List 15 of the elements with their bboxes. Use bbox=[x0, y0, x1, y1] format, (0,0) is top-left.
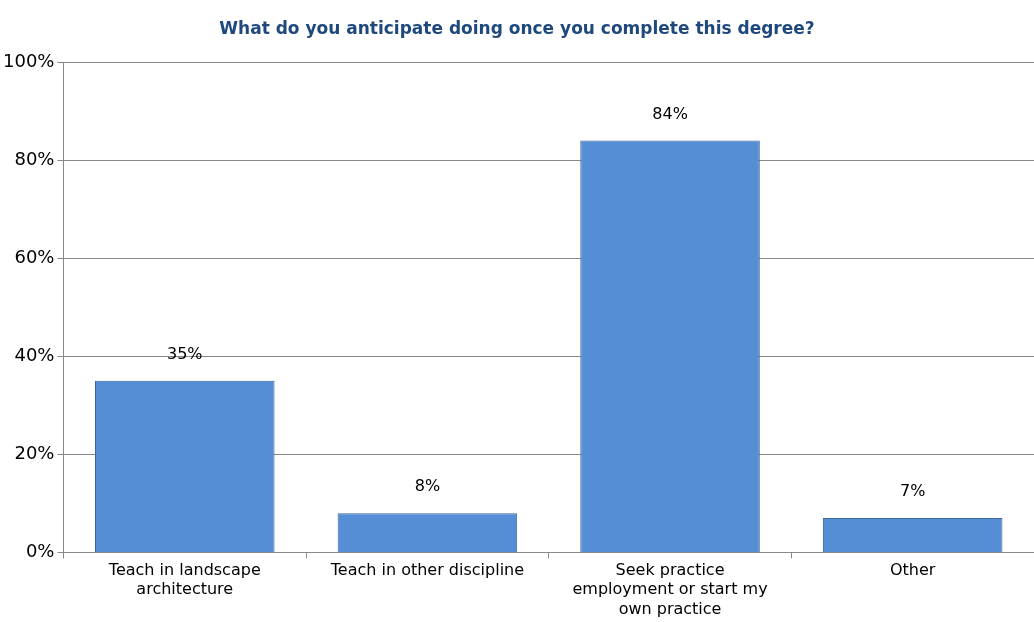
y-tick-label: 0% bbox=[25, 540, 55, 562]
data-label: 84% bbox=[652, 103, 688, 123]
x-tick-label: Teach in landscape architecture bbox=[107, 560, 261, 599]
y-tick-label: 100% bbox=[2, 49, 55, 71]
y-tick-label: 40% bbox=[14, 343, 55, 365]
chart-title: What do you anticipate doing once you complete this degree? bbox=[218, 18, 816, 38]
data-label: 7% bbox=[899, 481, 926, 501]
x-tick-label: Teach in other discipline bbox=[329, 560, 525, 580]
x-tick-label: Other bbox=[889, 560, 936, 580]
y-tick-label: 80% bbox=[14, 147, 55, 169]
x-tick-label: Seek practice employment or start my own practice bbox=[572, 560, 768, 618]
data-label: 35% bbox=[167, 343, 203, 363]
y-tick-label: 60% bbox=[14, 245, 55, 267]
y-tick-label: 20% bbox=[14, 441, 55, 463]
data-label: 8% bbox=[414, 476, 441, 496]
